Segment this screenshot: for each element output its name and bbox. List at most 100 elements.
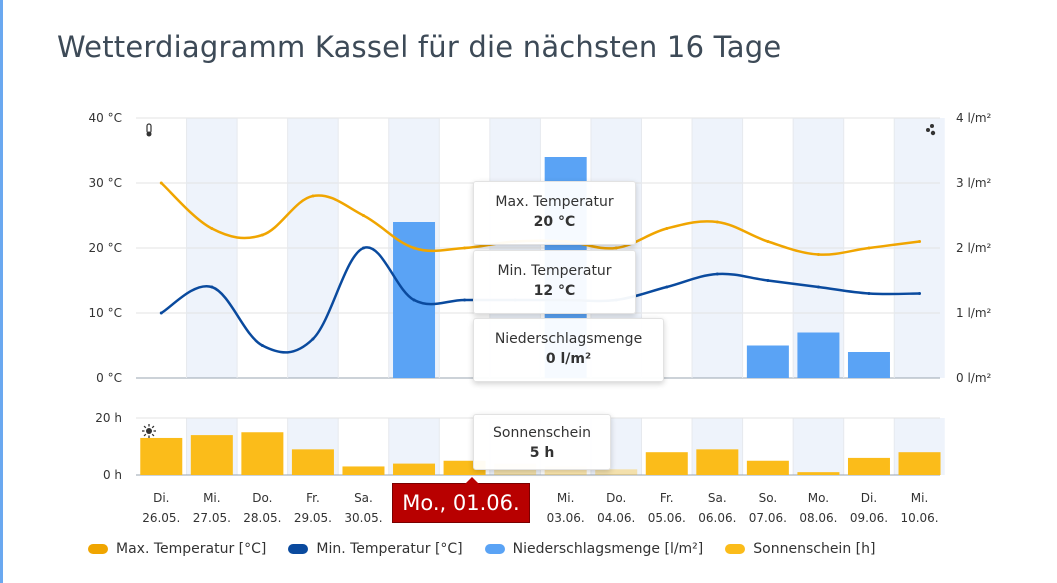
y-right-tick: 4 l/m² — [956, 111, 992, 125]
x-tick-date: 28.05. — [243, 511, 281, 525]
min-temp-point — [159, 311, 163, 315]
tooltip-sunshine-value: 5 h — [529, 445, 555, 461]
legend-label-sunshine: Sonnenschein [h] — [753, 541, 876, 557]
y-left-tick: 40 °C — [89, 111, 122, 125]
legend: Max. Temperatur [°C] Min. Temperatur [°C… — [88, 541, 875, 557]
max-temp-point — [867, 246, 871, 250]
legend-label-max-temp: Max. Temperatur [°C] — [116, 541, 267, 557]
tooltip-max-temp: Max. Temperatur 20 °C — [473, 181, 636, 245]
min-temp-point — [715, 272, 719, 276]
tooltip-sunshine: Sonnenschein 5 h — [473, 414, 611, 470]
min-temp-point — [867, 292, 871, 295]
sunshine-bar — [847, 457, 890, 475]
legend-item-min-temp[interactable]: Min. Temperatur [°C] — [288, 541, 463, 557]
sunshine-bar — [190, 435, 233, 475]
y-sun-tick: 0 h — [103, 468, 122, 482]
sunshine-bar — [342, 466, 385, 475]
max-temp-point — [665, 227, 669, 230]
min-temp-point — [816, 285, 820, 289]
max-temp-point — [816, 253, 820, 256]
x-tick-weekday: Di. — [861, 491, 877, 505]
sun-icon — [142, 424, 156, 438]
x-tick-weekday: Mi. — [557, 491, 575, 505]
max-temp-point — [412, 246, 416, 250]
legend-label-min-temp: Min. Temperatur [°C] — [316, 541, 463, 557]
x-tick-weekday: Do. — [606, 491, 626, 505]
max-temp-point — [159, 181, 163, 185]
sunshine-bar — [746, 460, 789, 475]
sunshine-bar — [241, 432, 284, 475]
x-tick-date: 06.06. — [698, 511, 736, 525]
min-temp-point — [260, 344, 264, 347]
y-left-tick: 30 °C — [89, 176, 122, 190]
x-tick-date: 09.06. — [850, 511, 888, 525]
tooltip-min-temp-value: 12 °C — [533, 283, 576, 299]
x-tick-date: 30.05. — [344, 511, 382, 525]
min-temp-point — [665, 285, 669, 289]
left-accent-bar — [0, 0, 3, 583]
x-tick-date: 10.06. — [900, 511, 938, 525]
sunshine-bar — [393, 463, 436, 475]
sunshine-bar — [595, 469, 638, 475]
precip-bar — [797, 332, 840, 378]
chart-title: Wetterdiagramm Kassel für die nächsten 1… — [57, 30, 782, 64]
x-tick-weekday: Mo. — [808, 491, 829, 505]
x-tick-weekday: Sa. — [708, 491, 727, 505]
precip-bar — [847, 352, 890, 378]
x-tick-date: 26.05. — [142, 511, 180, 525]
max-temp-point — [361, 214, 365, 217]
y-sun-tick: 20 h — [95, 411, 122, 425]
legend-item-max-temp[interactable]: Max. Temperatur [°C] — [88, 541, 266, 557]
sunshine-bar — [898, 452, 941, 475]
y-left-tick: 20 °C — [89, 241, 122, 255]
raindrops-icon — [926, 124, 936, 136]
min-temp-point — [361, 246, 365, 250]
max-temp-point — [918, 240, 922, 243]
min-temp-point — [918, 292, 922, 295]
thermometer-icon — [146, 123, 152, 137]
min-temp-point — [766, 279, 770, 282]
sunshine-bar — [291, 449, 334, 475]
tooltip-precip: Niederschlagsmenge 0 l/m² — [473, 318, 664, 382]
x-tick-weekday: Sa. — [354, 491, 373, 505]
max-temp-point — [210, 227, 214, 230]
min-temp-point — [311, 337, 315, 341]
legend-swatch-precip — [484, 544, 505, 554]
max-temp-point — [766, 240, 770, 243]
sunshine-bar — [140, 437, 183, 475]
x-tick-date: 27.05. — [193, 511, 231, 525]
tooltip-max-temp-value: 20 °C — [533, 214, 576, 230]
y-left-tick: 10 °C — [89, 306, 122, 320]
x-tick-date: 08.06. — [799, 511, 837, 525]
legend-swatch-sunshine — [725, 544, 746, 554]
max-temp-point — [260, 233, 264, 237]
legend-item-precip[interactable]: Niederschlagsmenge [l/m²] — [484, 541, 704, 557]
tooltip-precip-label: Niederschlagsmenge — [494, 331, 643, 347]
legend-label-precip: Niederschlagsmenge [l/m²] — [512, 541, 704, 557]
x-tick-date: 29.05. — [294, 511, 332, 525]
max-temp-point — [715, 220, 719, 224]
legend-item-sunshine[interactable]: Sonnenschein [h] — [725, 541, 875, 557]
y-left-tick: 0 °C — [96, 371, 122, 385]
x-tick-weekday: Mi. — [203, 491, 221, 505]
tooltip-min-temp: Min. Temperatur 12 °C — [473, 250, 636, 314]
legend-swatch-max-temp — [88, 544, 108, 554]
x-tick-date: 03.06. — [547, 511, 585, 525]
tooltip-precip-value: 0 l/m² — [545, 351, 592, 367]
x-tick-weekday: Fr. — [306, 491, 320, 505]
max-temp-point — [311, 194, 315, 198]
x-tick-weekday: Fr. — [660, 491, 674, 505]
tooltip-max-temp-label: Max. Temperatur — [495, 194, 614, 210]
sunshine-bar — [797, 472, 840, 475]
min-temp-point — [210, 285, 214, 289]
min-temp-point — [463, 298, 467, 302]
x-tick-weekday: Mi. — [911, 491, 929, 505]
x-tick-date: 04.06. — [597, 511, 635, 525]
max-temp-point — [614, 246, 618, 250]
legend-swatch-min-temp — [288, 544, 309, 554]
tooltip-sunshine-label: Sonnenschein — [493, 425, 591, 441]
max-temp-point — [463, 246, 467, 250]
precip-bar — [746, 345, 789, 378]
y-right-tick: 0 l/m² — [956, 371, 992, 385]
x-tick-weekday: So. — [759, 491, 778, 505]
